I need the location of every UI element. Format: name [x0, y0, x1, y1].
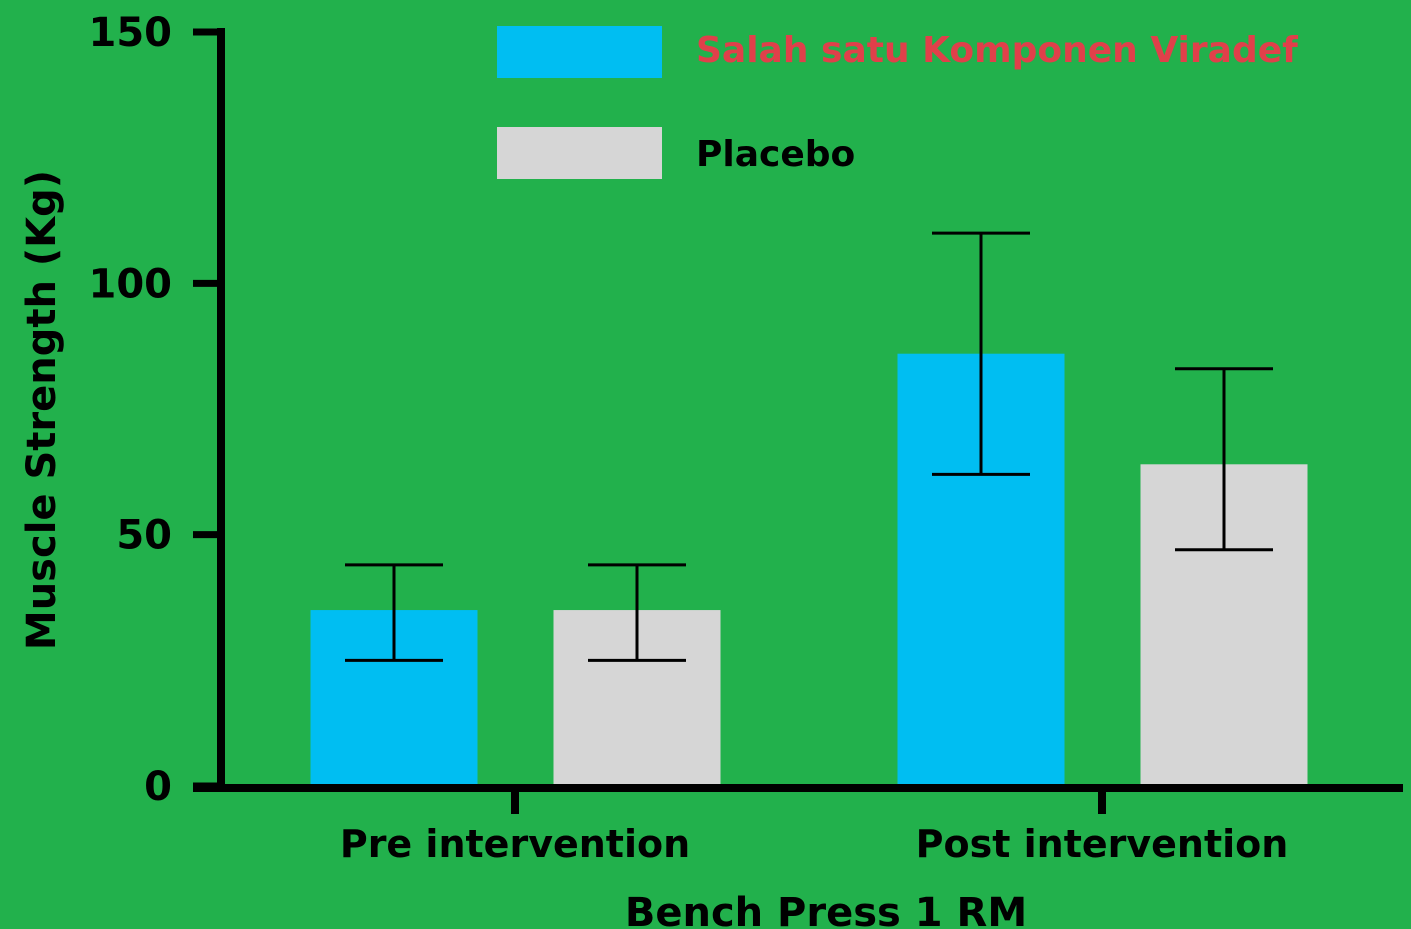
axes-layer: 0 50 100 150 Pre intervention Post interventi… — [89, 10, 1403, 866]
bars-layer — [310, 353, 1308, 786]
error-bar-series-2-category-2 — [1175, 367, 1273, 552]
y-tick-label-100: 100 — [89, 261, 173, 307]
error-bar-series-2-category-1 — [588, 563, 686, 662]
legend: Salah satu Komponen Viradef Placebo — [497, 26, 1298, 179]
x-tick-label-2: Post intervention — [916, 822, 1289, 866]
x-axis-title: Bench Press 1 RM — [625, 890, 1027, 929]
error-bar-series-1-category-1 — [345, 563, 443, 662]
legend-label-series-2: Placebo — [696, 134, 855, 175]
x-tick-label-1: Pre intervention — [340, 822, 690, 866]
error-bars-layer — [345, 231, 1273, 662]
legend-label-series-1: Salah satu Komponen Viradef — [696, 30, 1298, 71]
legend-swatch-series-2 — [497, 127, 662, 179]
error-bar-series-1-category-2 — [932, 231, 1030, 476]
y-tick-label-0: 0 — [144, 764, 172, 810]
y-tick-label-50: 50 — [116, 513, 172, 559]
y-tick-label-150: 150 — [89, 10, 173, 56]
y-axis-title: Muscle Strength (Kg) — [19, 170, 65, 650]
legend-swatch-series-1 — [497, 26, 662, 78]
